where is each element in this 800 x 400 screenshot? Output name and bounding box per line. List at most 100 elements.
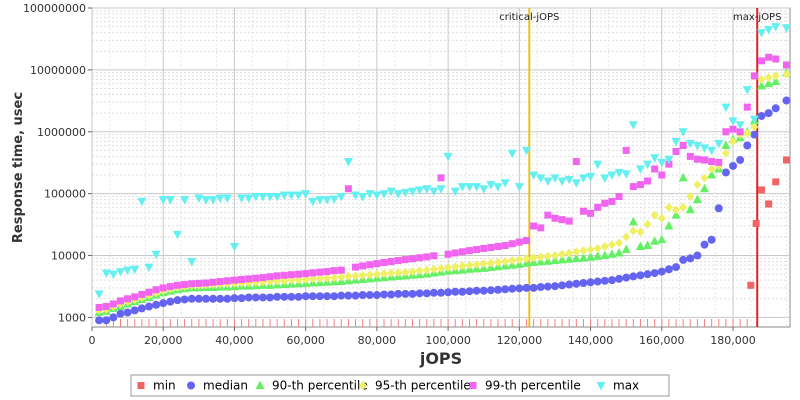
x-tick-label: 20,000	[144, 334, 183, 347]
95-th-percentile-point	[629, 226, 638, 236]
median-point	[771, 104, 780, 113]
95-th-percentile-point	[757, 74, 766, 84]
95-th-percentile-point	[372, 269, 381, 279]
median-point	[743, 141, 752, 150]
median-point	[344, 291, 353, 300]
max-point	[393, 190, 403, 199]
median-point	[365, 291, 374, 300]
99-th-percentile-point	[629, 183, 637, 191]
max-point	[244, 194, 254, 204]
legend: min median 90-th percentile 95-th percentil…	[130, 374, 670, 397]
max-point	[678, 128, 688, 137]
90-th-percentile-point	[692, 194, 702, 204]
x-tick-label: 140,000	[568, 334, 614, 347]
min-point	[758, 186, 766, 194]
median-point	[558, 281, 567, 290]
99-th-percentile-point	[394, 257, 402, 265]
median-point	[95, 316, 104, 325]
max-point	[507, 149, 517, 159]
max-point	[614, 168, 624, 178]
median-point	[472, 286, 481, 295]
median-point	[152, 300, 161, 309]
99-th-percentile-point	[245, 275, 253, 283]
marker-label: critical-jOPS	[499, 12, 559, 23]
median-point	[209, 294, 218, 303]
max-point	[486, 181, 496, 190]
99-th-percentile-point	[686, 152, 694, 160]
max-point	[144, 263, 154, 273]
95-th-percentile-point	[451, 262, 460, 272]
max-point	[479, 185, 489, 194]
max-point	[700, 144, 710, 153]
95-th-percentile-point	[743, 128, 752, 138]
median-point	[486, 286, 495, 295]
max-point	[586, 172, 596, 182]
max-point	[215, 194, 225, 204]
99-th-percentile-point	[259, 274, 267, 282]
90-th-percentile-point	[721, 140, 731, 149]
max-point	[781, 24, 791, 33]
95-th-percentile-point	[301, 274, 310, 284]
99-th-percentile-point	[750, 72, 758, 80]
99-th-percentile-point	[102, 303, 110, 311]
95-th-percentile-point	[643, 219, 652, 229]
95-th-percentile-point	[572, 247, 581, 257]
99-th-percentile-point	[437, 174, 445, 182]
99-th-percentile-point	[465, 247, 473, 255]
99-th-percentile-point	[166, 283, 174, 291]
median-point	[187, 294, 196, 303]
series-median	[95, 96, 791, 325]
max-point	[422, 185, 432, 194]
95-th-percentile-point	[615, 238, 624, 248]
marker-label: max-jOPS	[733, 12, 781, 23]
90-th-percentile-point	[685, 204, 695, 214]
max-point	[721, 103, 731, 113]
legend-swatch-max	[596, 382, 606, 391]
99-th-percentile-point	[736, 128, 744, 136]
max-point	[529, 171, 539, 181]
max-point	[500, 179, 510, 188]
median-point	[159, 299, 168, 308]
95-th-percentile-point	[593, 243, 602, 253]
max-point	[607, 171, 617, 181]
99-th-percentile-point	[287, 271, 295, 279]
median-point	[679, 255, 688, 264]
99-th-percentile-point	[644, 177, 652, 185]
max-point	[279, 191, 289, 201]
median-point	[700, 240, 709, 249]
95-th-percentile-point	[672, 205, 681, 215]
95-th-percentile-point	[529, 253, 538, 263]
max-point	[600, 174, 610, 183]
99-th-percentile-point	[444, 250, 452, 258]
99-th-percentile-point	[109, 300, 117, 308]
99-th-percentile-point	[352, 263, 360, 271]
99-th-percentile-point	[416, 254, 424, 262]
legend-swatch-95-th-percentile	[359, 381, 367, 390]
95-th-percentile-point	[522, 254, 531, 264]
median-point	[144, 302, 153, 311]
99-th-percentile-point	[280, 271, 288, 279]
max-point	[158, 196, 168, 205]
median-point	[394, 289, 403, 298]
median-point	[280, 292, 289, 301]
99-th-percentile-point	[344, 185, 352, 193]
max-point	[379, 190, 389, 199]
median-point	[572, 279, 581, 288]
max-point	[194, 194, 204, 204]
max-point	[450, 187, 460, 197]
99-th-percentile-point	[95, 303, 103, 311]
99-th-percentile-point	[701, 156, 709, 164]
99-th-percentile-point	[622, 146, 630, 154]
99-th-percentile-point	[181, 281, 189, 289]
median-point	[437, 288, 445, 297]
max-point	[301, 190, 311, 199]
95-th-percentile-point	[729, 136, 738, 146]
99-th-percentile-point	[772, 55, 780, 63]
99-th-percentile-point	[330, 267, 338, 275]
99-th-percentile-point	[216, 278, 224, 286]
90-th-percentile-point	[607, 249, 617, 258]
90-th-percentile-point	[643, 240, 653, 250]
99-th-percentile-point	[537, 224, 545, 232]
95-th-percentile-point	[337, 272, 346, 282]
x-tick-label: 0	[89, 334, 96, 347]
